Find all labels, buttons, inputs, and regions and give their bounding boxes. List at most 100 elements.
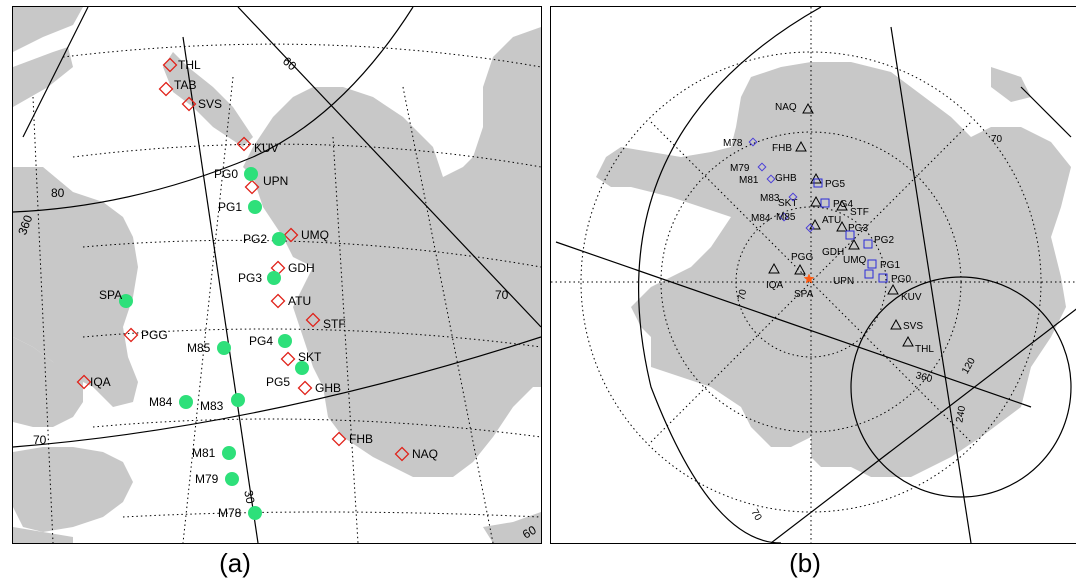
- station-marker-iqa: [768, 262, 780, 274]
- station-marker-gdh: [848, 238, 860, 250]
- map-panel-b: 70 70 70 360 120 240 NAQ FHB GHB SKT STF ATU P…: [550, 6, 1076, 544]
- caption-b: (b): [789, 548, 821, 578]
- station-marker-pg0: [878, 273, 888, 283]
- station-label-atu: ATU: [822, 215, 841, 226]
- lat-label-70-left: 70: [736, 288, 749, 301]
- station-marker-pg4: [278, 334, 292, 348]
- station-marker-atu: [270, 293, 286, 309]
- station-marker-m79: [757, 162, 767, 172]
- station-label-ghb: GHB: [775, 173, 797, 184]
- station-label-pg3: PG3: [848, 223, 868, 234]
- station-label-gdh: GDH: [822, 247, 844, 258]
- station-label-svs: SVS: [198, 97, 222, 111]
- station-marker-pg2: [272, 232, 286, 246]
- station-marker-pg0: [244, 167, 258, 181]
- station-label-tab: TAB: [174, 78, 196, 92]
- station-label-m85: M85: [187, 341, 211, 355]
- station-marker-spa: [803, 273, 815, 284]
- station-marker-m83: [788, 192, 798, 202]
- station-label-kuv: KUV: [254, 141, 279, 155]
- station-label-pg2: PG2: [874, 235, 894, 246]
- lon-label-240: 240: [954, 405, 968, 424]
- station-label-spa: SPA: [794, 289, 814, 300]
- station-marker-pgg: [794, 263, 806, 275]
- grid-lines-b: [555, 7, 1076, 543]
- grid-lines-a: [13, 7, 541, 543]
- station-marker-svs: [890, 318, 902, 330]
- station-marker-thl: [162, 57, 178, 73]
- graticule-a: [32, 43, 541, 543]
- station-marker-spa: [119, 294, 133, 308]
- station-marker-m78: [248, 506, 262, 520]
- station-label-skt: SKT: [298, 350, 322, 364]
- station-triangles-b: NAQ FHB GHB SKT STF ATU PG3 GDH IQA PGG KUV SVS THL: [766, 102, 934, 355]
- station-label-m85: M85: [776, 212, 796, 223]
- station-label-kuv: KUV: [901, 292, 922, 303]
- station-marker-m83: [231, 393, 245, 407]
- lat-label-70-right: 70: [495, 288, 509, 302]
- station-marker-pg3: [267, 271, 281, 285]
- station-label-atu: ATU: [288, 294, 311, 308]
- station-marker-pg4: [820, 198, 830, 208]
- station-marker-m81: [222, 446, 236, 460]
- station-label-pg1: PG1: [880, 260, 900, 271]
- station-marker-pg1: [867, 259, 877, 269]
- station-marker-atu: [809, 218, 821, 230]
- lat-label-80: 80: [51, 186, 65, 200]
- station-label-m83: M83: [200, 399, 224, 413]
- station-marker-naq: [802, 102, 814, 114]
- station-marker-pg2: [863, 239, 873, 249]
- station-marker-upn: [244, 179, 260, 195]
- station-label-pg2: PG2: [243, 232, 267, 246]
- land-b: [596, 62, 1071, 477]
- lon-label-360: 360: [15, 213, 35, 237]
- station-squares-b: PG5 PG4 PG2 UMQ PG1 UPN PG0: [813, 178, 911, 287]
- station-label-svs: SVS: [903, 321, 923, 332]
- station-marker-umq: [283, 227, 299, 243]
- station-label-stf: STF: [850, 207, 869, 218]
- station-marker-m79: [225, 472, 239, 486]
- station-marker-tab: [158, 81, 174, 97]
- station-marker-skt: [810, 195, 822, 207]
- station-label-pg0: PG0: [214, 167, 238, 181]
- station-marker-m85: [805, 223, 815, 233]
- station-label-pg0: PG0: [891, 274, 911, 285]
- station-label-pg5: PG5: [825, 179, 845, 190]
- station-label-skt: SKT: [778, 198, 797, 209]
- station-marker-pg1: [248, 200, 262, 214]
- station-label-pg4: PG4: [249, 334, 273, 348]
- station-marker-pg5: [813, 178, 823, 188]
- station-marker-pg5: [295, 361, 309, 375]
- station-marker-kuv: [887, 283, 899, 295]
- station-marker-fhb: [795, 140, 807, 152]
- station-label-umq: UMQ: [301, 228, 329, 242]
- station-marker-svs: [181, 96, 197, 112]
- station-label-m81: M81: [192, 446, 216, 460]
- caption-a: (a): [219, 548, 251, 578]
- station-marker-m78: [748, 137, 758, 147]
- station-label-fhb: FHB: [772, 143, 792, 154]
- station-marker-iqa: [76, 374, 92, 390]
- station-marker-m81: [766, 174, 776, 184]
- lon-label-30: 30: [241, 489, 257, 505]
- station-label-pg1: PG1: [218, 200, 242, 214]
- lon-label-60-bottom: 60: [520, 523, 539, 542]
- station-label-pgg: PGG: [141, 328, 168, 342]
- station-label-pg4: PG4: [833, 199, 853, 210]
- station-label-naq: NAQ: [775, 102, 797, 113]
- station-label-m81: M81: [739, 175, 759, 186]
- station-label-m79: M79: [195, 472, 219, 486]
- station-label-gdh: GDH: [288, 261, 315, 275]
- lat-label-70-bottom: 70: [748, 508, 763, 524]
- station-label-m79: M79: [730, 163, 750, 174]
- station-star-b: SPA: [794, 273, 815, 300]
- station-marker-umq: [845, 230, 855, 240]
- station-label-pg5: PG5: [266, 375, 290, 389]
- station-label-m84: M84: [149, 395, 173, 409]
- station-marker-skt: [280, 351, 296, 367]
- station-marker-m85: [217, 341, 231, 355]
- station-circles-a: PG0 PG1 PG2 PG3 SPA PG4 M85 PG5 M84 M83 M81 M79 M78: [99, 167, 309, 520]
- station-label-ghb: GHB: [315, 381, 341, 395]
